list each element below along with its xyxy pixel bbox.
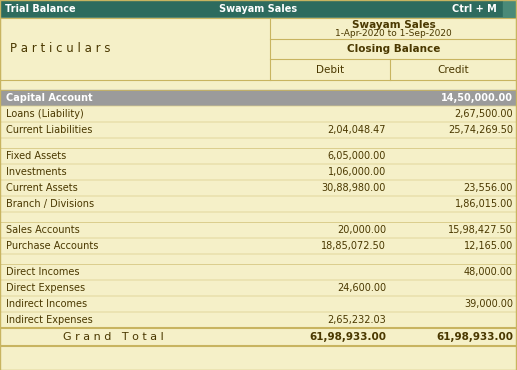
Text: 6,05,000.00: 6,05,000.00	[328, 151, 386, 161]
Bar	[0, 312, 517, 328]
Bar	[0, 222, 517, 238]
Bar	[0, 148, 517, 164]
Text: Swayam Sales: Swayam Sales	[219, 4, 298, 14]
Text: Ctrl + M: Ctrl + M	[452, 4, 497, 14]
Text: 2,67,500.00: 2,67,500.00	[454, 109, 513, 119]
Text: Direct Incomes: Direct Incomes	[6, 267, 80, 277]
Text: Loans (Liability): Loans (Liability)	[6, 109, 84, 119]
Text: Credit: Credit	[438, 65, 469, 75]
Bar	[0, 296, 517, 312]
Text: 20,000.00: 20,000.00	[337, 225, 386, 235]
Text: 1,06,000.00: 1,06,000.00	[328, 167, 386, 177]
Text: Current Assets: Current Assets	[6, 183, 78, 193]
Text: Indirect Incomes: Indirect Incomes	[6, 299, 87, 309]
Text: Sales Accounts: Sales Accounts	[6, 225, 80, 235]
Text: 18,85,072.50: 18,85,072.50	[321, 241, 386, 251]
Bar	[0, 122, 517, 138]
Bar	[503, 1, 516, 17]
Text: 39,000.00: 39,000.00	[464, 299, 513, 309]
Text: Trial Balance: Trial Balance	[5, 4, 75, 14]
Text: Purchase Accounts: Purchase Accounts	[6, 241, 98, 251]
Text: 61,98,933.00: 61,98,933.00	[436, 332, 513, 342]
Text: Indirect Expenses: Indirect Expenses	[6, 315, 93, 325]
Text: Debit: Debit	[316, 65, 344, 75]
Text: 14,50,000.00: 14,50,000.00	[441, 93, 513, 103]
Text: Closing Balance: Closing Balance	[347, 44, 440, 54]
Text: Swayam Sales: Swayam Sales	[352, 20, 435, 30]
Text: 30,88,980.00: 30,88,980.00	[322, 183, 386, 193]
Bar	[0, 106, 517, 122]
Text: 12,165.00: 12,165.00	[464, 241, 513, 251]
Bar	[0, 138, 517, 148]
Text: 2,04,048.47: 2,04,048.47	[327, 125, 386, 135]
Bar	[0, 328, 517, 346]
Text: Current Liabilities: Current Liabilities	[6, 125, 93, 135]
Text: 15,98,427.50: 15,98,427.50	[448, 225, 513, 235]
Text: 2,65,232.03: 2,65,232.03	[327, 315, 386, 325]
Bar	[0, 0, 517, 18]
Text: Direct Expenses: Direct Expenses	[6, 283, 85, 293]
Text: 25,74,269.50: 25,74,269.50	[448, 125, 513, 135]
Bar	[0, 254, 517, 264]
Text: Capital Account: Capital Account	[6, 93, 93, 103]
Text: 1-Apr-2020 to 1-Sep-2020: 1-Apr-2020 to 1-Sep-2020	[335, 29, 452, 38]
Text: Branch / Divisions: Branch / Divisions	[6, 199, 94, 209]
Text: 24,600.00: 24,600.00	[337, 283, 386, 293]
Bar	[0, 238, 517, 254]
Text: G r a n d   T o t a l: G r a n d T o t a l	[64, 332, 164, 342]
Bar	[0, 18, 517, 80]
Bar	[0, 164, 517, 180]
Bar	[0, 196, 517, 212]
Bar	[0, 180, 517, 196]
Text: 61,98,933.00: 61,98,933.00	[309, 332, 386, 342]
Bar	[0, 80, 517, 90]
Text: 1,86,015.00: 1,86,015.00	[454, 199, 513, 209]
Text: P a r t i c u l a r s: P a r t i c u l a r s	[10, 43, 111, 56]
Bar	[0, 280, 517, 296]
Bar	[0, 264, 517, 280]
Text: 23,556.00: 23,556.00	[464, 183, 513, 193]
Text: 48,000.00: 48,000.00	[464, 267, 513, 277]
Text: Investments: Investments	[6, 167, 67, 177]
Bar	[0, 90, 517, 106]
Bar	[0, 212, 517, 222]
Text: Fixed Assets: Fixed Assets	[6, 151, 66, 161]
